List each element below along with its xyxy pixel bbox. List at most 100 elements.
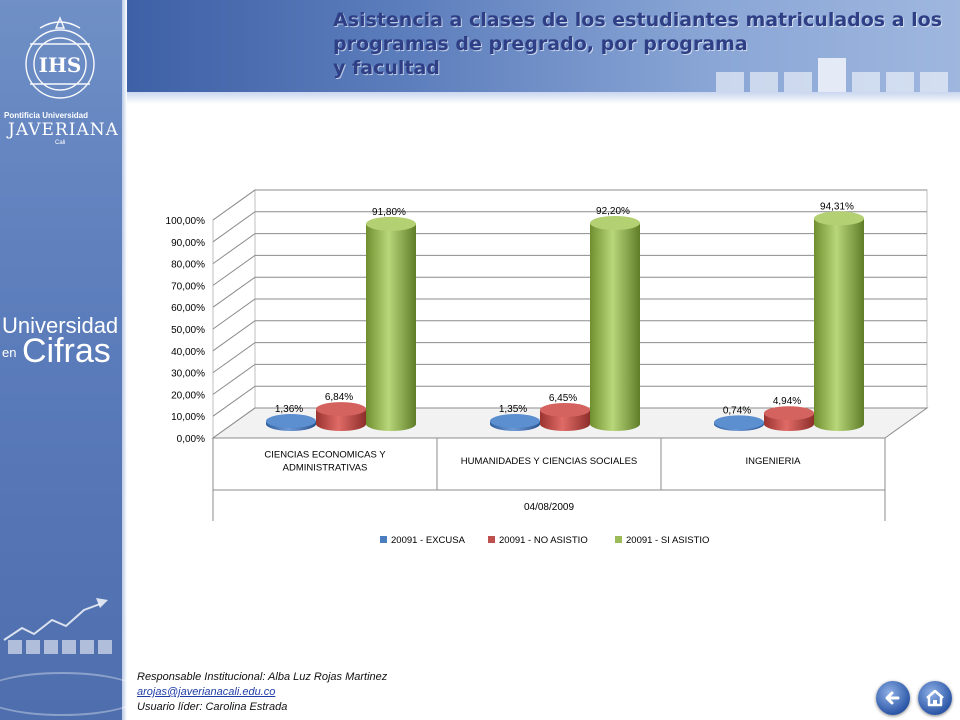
category-label: HUMANIDADES Y CIENCIAS SOCIALES: [461, 456, 638, 467]
arrow-left-icon: [885, 691, 900, 705]
bar-body: [366, 223, 416, 431]
bar: [490, 414, 540, 431]
bar: [366, 216, 416, 431]
y-tick-label: 90,00%: [171, 238, 205, 249]
back-button[interactable]: [876, 681, 910, 715]
university-name: JAVERIANA: [8, 120, 119, 140]
legend-swatch: [380, 536, 387, 543]
sidebar-decor-square: [80, 640, 94, 654]
sidebar-decor-square: [98, 640, 112, 654]
header-decor-square: [716, 72, 744, 92]
title-line-1: Asistencia a clases de los estudiantes m…: [333, 9, 943, 31]
bar-top: [590, 216, 640, 231]
data-label: 6,84%: [325, 392, 353, 403]
data-label: 0,74%: [723, 405, 751, 416]
data-label: 4,94%: [773, 396, 801, 407]
gridline: [212, 211, 927, 243]
page-title: Asistencia a clases de los estudiantes m…: [333, 8, 943, 80]
university-city: Cali: [55, 140, 66, 146]
home-icon: [926, 689, 944, 707]
y-tick-label: 0,00%: [177, 434, 205, 445]
header-decor-square: [818, 58, 846, 92]
chart-legend: 20091 - EXCUSA 20091 - NO ASISTIO 20091 - …: [380, 535, 709, 546]
bar-top: [814, 211, 864, 226]
legend-entry: 20091 - SI ASISTIO: [626, 535, 709, 546]
section-title-en: en: [2, 345, 17, 360]
bar: [266, 414, 316, 431]
gridline: [212, 254, 927, 286]
chart-labels: 0,00% 10,00% 20,00% 30,00% 40,00% 50,00% 60,00…: [166, 201, 855, 513]
email-link[interactable]: arojas@javerianacali.edu.co: [137, 686, 276, 698]
responsable-text: Responsable Institucional: Alba Luz Roja…: [137, 671, 388, 683]
y-tick-label: 80,00%: [171, 260, 205, 271]
y-tick-label: 20,00%: [171, 390, 205, 401]
y-tick-label: 40,00%: [171, 347, 205, 358]
gridline: [212, 320, 927, 352]
university-name-small: Pontificia Universidad: [4, 111, 89, 120]
sidebar-decor-square: [26, 640, 40, 654]
sidebar-decor-square: [44, 640, 58, 654]
title-line-3: y facultad: [333, 57, 440, 79]
category-label: CIENCIAS ECONOMICAS Y: [264, 450, 386, 461]
gridline: [212, 276, 927, 308]
section-title-universidad: Universidad: [2, 313, 119, 338]
y-tick-label: 50,00%: [171, 325, 205, 336]
growth-arrow-icon: [3, 598, 108, 641]
university-crest-icon: IHS: [25, 16, 95, 99]
data-label: 1,35%: [499, 404, 527, 415]
header-shade: [127, 92, 960, 104]
y-tick-label: 100,00%: [166, 216, 206, 227]
header-decor-square: [750, 72, 778, 92]
header-decor-square: [920, 72, 948, 92]
bar-top: [490, 414, 540, 429]
sidebar-edge: [122, 0, 127, 720]
home-button[interactable]: [918, 681, 952, 715]
gridline: [212, 363, 927, 395]
bar-body: [814, 218, 864, 431]
bar: [590, 216, 640, 431]
data-label: 94,31%: [820, 201, 854, 212]
bar: [814, 211, 864, 431]
gridline: [212, 385, 927, 417]
bar: [714, 415, 764, 431]
bar-top: [316, 402, 366, 417]
data-label: 92,20%: [596, 206, 630, 217]
title-line-2: programas de pregrado, por programa: [333, 33, 748, 55]
bar: [540, 402, 590, 431]
bar-top: [366, 216, 416, 231]
sidebar-decor-square: [8, 640, 22, 654]
y-tick-label: 70,00%: [171, 281, 205, 292]
category-label: ADMINISTRATIVAS: [283, 463, 368, 474]
y-tick-label: 30,00%: [171, 369, 205, 380]
legend-entry: 20091 - EXCUSA: [391, 535, 466, 546]
gridline: [212, 298, 927, 330]
x-axis-label: 04/08/2009: [524, 502, 574, 513]
gridline: [212, 233, 927, 265]
svg-text:IHS: IHS: [39, 53, 82, 77]
bar-top: [714, 415, 764, 430]
data-label: 6,45%: [549, 393, 577, 404]
legend-swatch: [488, 536, 495, 543]
header-decor-square: [886, 72, 914, 92]
bar: [764, 406, 814, 431]
sidebar-decor-square: [62, 640, 76, 654]
header-decor-square: [852, 72, 880, 92]
bar-top: [266, 414, 316, 429]
data-label: 91,80%: [372, 207, 406, 218]
gridline: [212, 342, 927, 374]
gridline: [212, 189, 927, 221]
bar-top: [764, 406, 814, 421]
footer-credits: Responsable Institucional: Alba Luz Roja…: [137, 670, 387, 715]
category-label: INGENIERIA: [746, 456, 802, 467]
data-label: 1,36%: [275, 404, 303, 415]
legend-entry: 20091 - NO ASISTIO: [499, 535, 588, 546]
usuario-text: Usuario líder: Carolina Estrada: [137, 701, 288, 713]
sidebar-decor-oval: [0, 672, 144, 716]
bar-top: [540, 402, 590, 417]
bar-body: [590, 223, 640, 431]
y-tick-label: 60,00%: [171, 303, 205, 314]
bar: [316, 402, 366, 431]
header-decor-square: [784, 72, 812, 92]
chart-bars: [266, 211, 864, 431]
